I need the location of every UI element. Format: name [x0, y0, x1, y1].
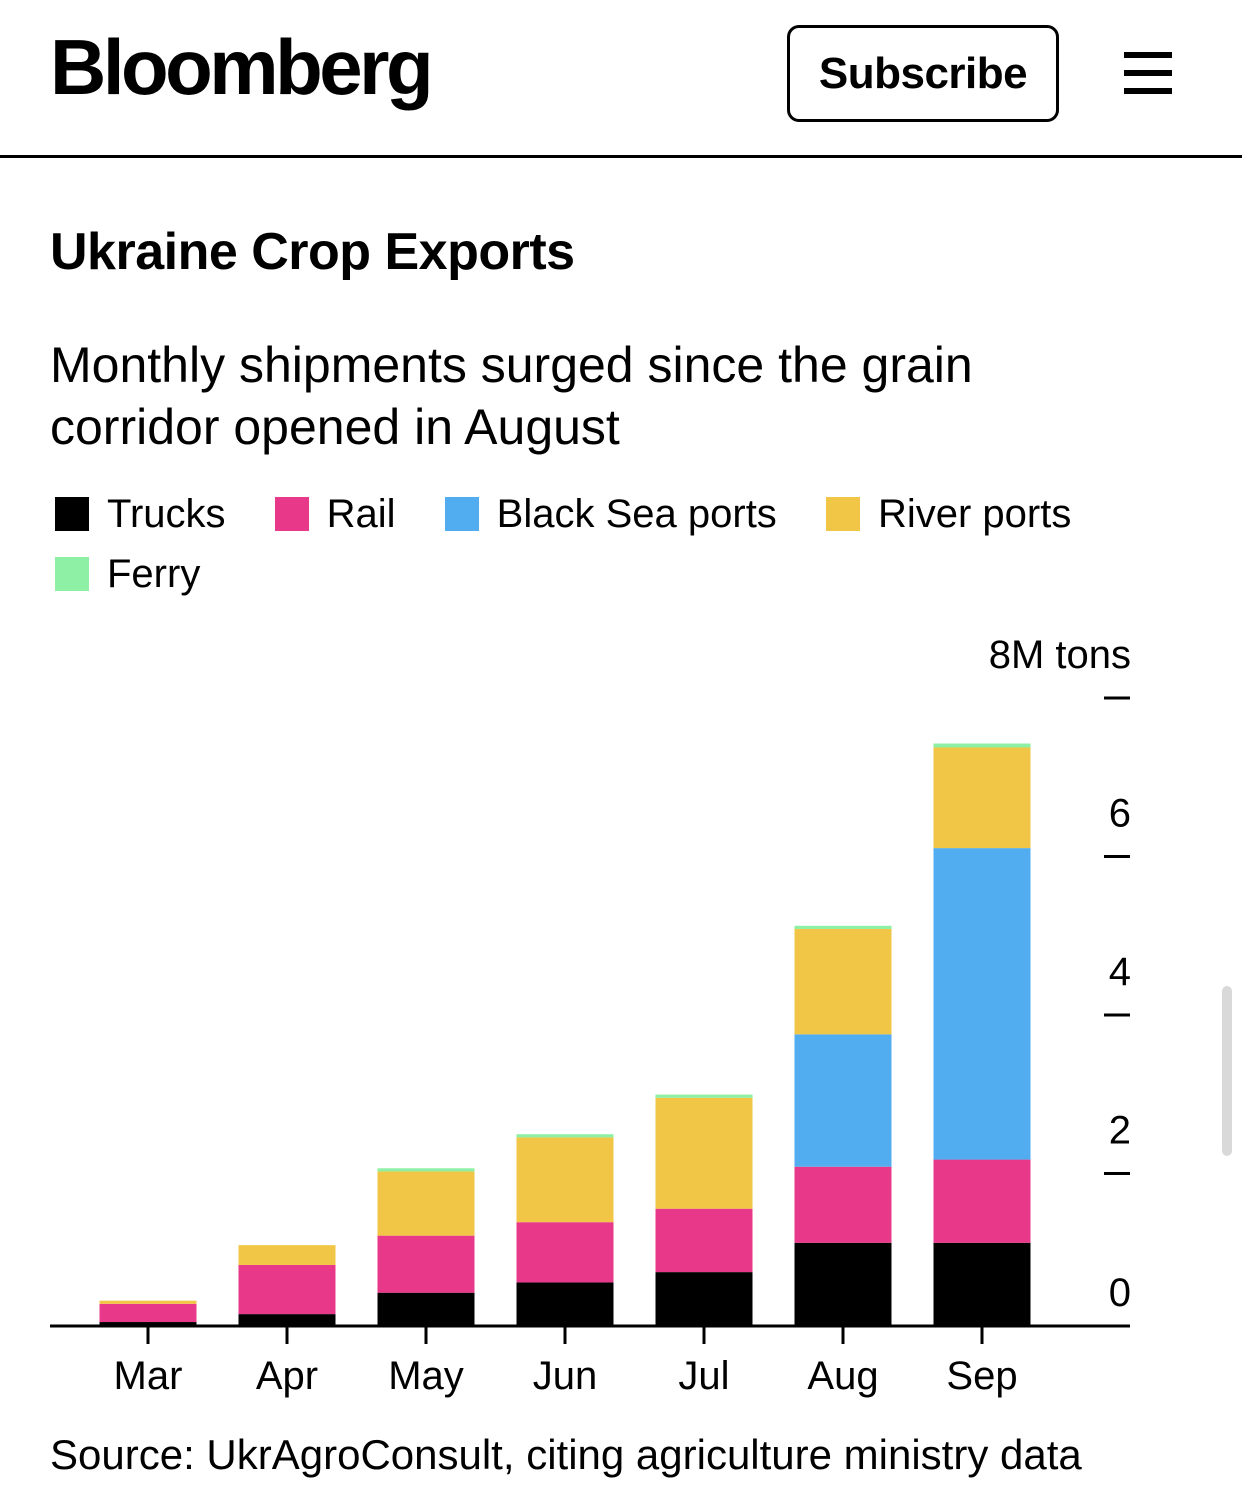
legend-item-ferry: Ferry	[55, 544, 200, 604]
x-tick-label-sep: Sep	[946, 1354, 1017, 1398]
bar-segment-jun-trucks	[516, 1282, 614, 1326]
bar-segment-may-rail	[377, 1235, 475, 1293]
x-tick-label-apr: Apr	[256, 1354, 318, 1398]
y-axis: 0 2 4 6 8M tons	[989, 633, 1131, 1315]
legend-label-trucks: Trucks	[107, 492, 226, 536]
bar-segment-may-trucks	[377, 1292, 475, 1326]
bar-segment-may-ferry	[377, 1168, 475, 1172]
x-axis: Mar Apr May Jun Jul Aug Sep	[50, 1324, 1130, 1398]
bar-segment-apr-trucks	[238, 1314, 336, 1326]
bar-segment-aug-black-sea-ports	[794, 1034, 892, 1167]
bar-segment-mar-rail	[99, 1303, 197, 1323]
legend-swatch-ferry	[55, 557, 89, 591]
site-header: Bloomberg Subscribe	[0, 0, 1242, 158]
x-tick-label-jun: Jun	[533, 1354, 598, 1398]
hamburger-menu-icon[interactable]	[1124, 52, 1172, 94]
bar-segment-jun-ferry	[516, 1134, 614, 1138]
bar-segment-aug-river-ports	[794, 928, 892, 1035]
scrollbar[interactable]	[1222, 986, 1232, 1156]
bloomberg-logo[interactable]: Bloomberg	[50, 23, 434, 111]
legend-label-black-sea-ports: Black Sea ports	[496, 492, 777, 536]
bar-segment-apr-river-ports	[238, 1245, 336, 1265]
legend-item-river-ports: River ports	[825, 484, 1072, 544]
bar-segment-jun-river-ports	[516, 1137, 614, 1223]
y-tick-label-0: 0	[1109, 1271, 1131, 1315]
legend-swatch-black-sea-ports	[444, 497, 479, 531]
chart-subtitle: Monthly shipments surged since the grain…	[50, 337, 973, 455]
x-tick-label-mar: Mar	[114, 1354, 183, 1398]
bar-segment-sep-ferry	[933, 743, 1031, 748]
legend-label-river-ports: River ports	[877, 492, 1072, 536]
y-tick-label-6: 6	[1109, 792, 1131, 836]
subscribe-button[interactable]: Subscribe	[787, 25, 1059, 122]
legend-swatch-river-ports	[825, 497, 860, 531]
x-tick-label-may: May	[388, 1354, 464, 1398]
y-tick-label-8: 8M tons	[989, 633, 1131, 677]
y-tick-label-2: 2	[1109, 1109, 1131, 1153]
bar-segment-apr-rail	[238, 1264, 336, 1315]
bar-segment-mar-river-ports	[99, 1300, 197, 1304]
x-tick-label-aug: Aug	[807, 1354, 878, 1398]
chart-title: Ukraine Crop Exports	[50, 223, 575, 281]
bar-segment-aug-trucks	[794, 1242, 892, 1326]
legend-label-ferry: Ferry	[107, 552, 201, 596]
bar-segment-may-river-ports	[377, 1171, 475, 1236]
x-tick-label-jul: Jul	[678, 1354, 729, 1398]
legend-swatch-rail	[274, 497, 309, 531]
legend-item-black-sea-ports: Black Sea ports	[444, 484, 777, 544]
bar-segment-sep-rail	[933, 1159, 1031, 1243]
bar-segment-jul-trucks	[655, 1272, 753, 1326]
bar-segment-jul-river-ports	[655, 1097, 753, 1209]
bar-segment-aug-ferry	[794, 925, 892, 929]
bar-segment-jul-ferry	[655, 1094, 753, 1098]
stacked-bar-chart: 0 2 4 6 8M tons Mar Apr May Jun Jul Aug Sep	[50, 633, 1131, 1398]
chart-legend: Trucks Rail Black Sea ports River ports …	[55, 484, 1175, 604]
bar-segment-sep-black-sea-ports	[933, 848, 1031, 1160]
bars-layer	[99, 743, 1031, 1326]
bar-segment-jul-rail	[655, 1208, 753, 1273]
bar-segment-sep-river-ports	[933, 747, 1031, 849]
bar-segment-jun-rail	[516, 1222, 614, 1283]
legend-item-rail: Rail	[274, 484, 396, 544]
bar-segment-mar-trucks	[99, 1322, 197, 1326]
legend-swatch-trucks	[55, 497, 89, 531]
bar-segment-sep-trucks	[933, 1242, 1031, 1326]
legend-label-rail: Rail	[326, 492, 396, 536]
source-note: Source: UkrAgroConsult, citing agricultu…	[50, 1431, 1082, 1478]
bar-segment-aug-rail	[794, 1166, 892, 1243]
legend-item-trucks: Trucks	[55, 484, 226, 544]
y-tick-label-4: 4	[1109, 950, 1131, 994]
